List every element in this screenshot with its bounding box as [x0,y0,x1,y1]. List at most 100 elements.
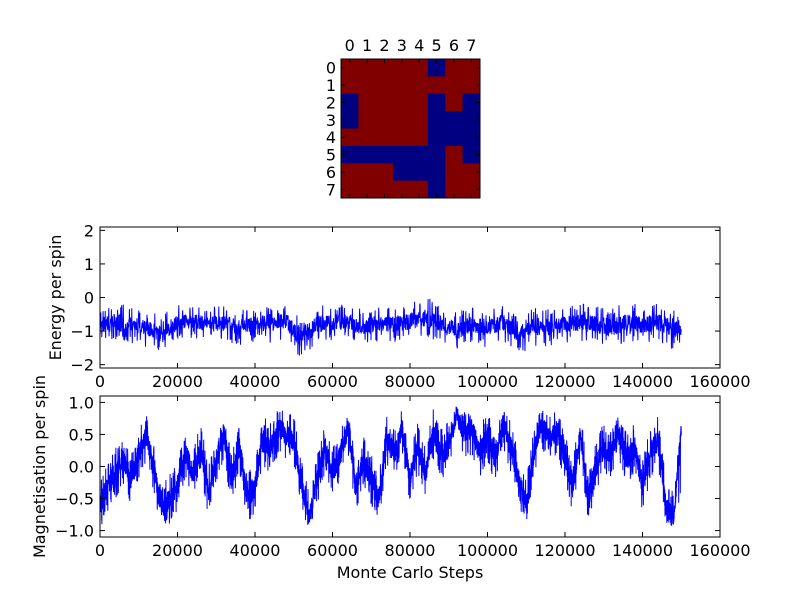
lattice-cell [375,128,394,147]
lattice-cell [445,163,464,182]
y-tick-label: 0 [84,289,94,308]
x-tick-label: 100000 [457,541,518,560]
lattice-cell [445,145,464,164]
lattice-cell [427,93,446,112]
x-tick-label: 80000 [385,372,436,391]
lattice-cell [462,59,481,77]
lattice-cell [393,180,411,199]
lattice-cell [341,145,359,164]
lattice-cell [427,180,446,199]
x-tick-label: 60000 [307,372,358,391]
lattice-cell [462,180,481,199]
lattice-cell [427,111,446,129]
x-tick-label: 40000 [230,372,281,391]
lattice-cell [375,180,394,199]
heatmap-x-tick-label: 3 [397,36,407,55]
lattice-cell [358,128,377,147]
y-tick-label: −0.5 [55,490,94,509]
lattice-cell [427,145,446,164]
lattice-cell [445,180,464,199]
series-line [100,298,682,356]
lattice-cell [358,59,377,77]
y-tick-label: 0.0 [69,458,94,477]
lattice-cell [358,145,377,164]
lattice-cell [427,128,446,147]
magnetisation-plot: 0 20000 40000 60000 80000 100000 120000 140000 1… [30,375,751,582]
heatmap-y-tick-label: 3 [326,111,336,130]
lattice-cell [341,111,359,129]
x-tick-label: 20000 [152,541,203,560]
lattice-cell [393,111,411,129]
series-line [100,406,682,528]
y-tick-label: −2 [70,356,94,375]
x-tick-label: 120000 [534,541,595,560]
lattice-cell [445,93,464,112]
y-tick-label: 0.5 [69,425,94,444]
x-tick-label: 160000 [689,372,750,391]
lattice-cell [375,111,394,129]
lattice-cell [393,93,411,112]
lattice-cell [375,145,394,164]
heatmap-x-tick-label: 1 [362,36,372,55]
lattice-cell [341,163,359,182]
heatmap-x-tick-label: 0 [345,36,355,55]
lattice-cell [410,145,429,164]
lattice-cell [427,59,446,77]
x-tick-label: 160000 [689,541,750,560]
x-tick-label: 60000 [307,541,358,560]
heatmap-y-tick-label: 1 [326,76,336,95]
y-tick-label: −1 [70,322,94,341]
heatmap-y-tick-label: 7 [326,180,336,199]
heatmap-y-tick-label: 6 [326,163,336,182]
x-tick-label: 80000 [385,541,436,560]
heatmap-y-tick-label: 0 [326,59,336,78]
lattice-cell [393,76,411,95]
x-tick-label: 0 [95,541,105,560]
heatmap-y-tick-label: 4 [326,128,336,147]
lattice-cell [358,163,377,182]
lattice-cell [462,111,481,129]
x-tick-label: 140000 [612,372,673,391]
x-tick-label: 120000 [534,372,595,391]
lattice-cell [410,59,429,77]
lattice-cell [393,128,411,147]
energy-plot: 0 20000 40000 60000 80000 100000 120000 140000 1… [46,221,751,391]
lattice-cell [410,180,429,199]
lattice-cell [462,145,481,164]
x-tick-label: 140000 [612,541,673,560]
lattice-cell [358,180,377,199]
plot-frame [99,226,721,369]
x-tick-label: 100000 [457,372,518,391]
heatmap-x-tick-label: 6 [449,36,459,55]
lattice-cell [410,128,429,147]
lattice-cell [410,163,429,182]
y-axis-label: Magnetisation per spin [30,375,49,558]
lattice-cell [341,128,359,147]
lattice-cell [462,163,481,182]
lattice-cell [341,76,359,95]
y-tick-label: 1 [84,255,94,274]
lattice-cell [462,93,481,112]
x-tick-label: 40000 [230,541,281,560]
y-tick-label: 1.0 [69,393,94,412]
lattice-cell [445,76,464,95]
lattice-cell [358,111,377,129]
heatmap-x-tick-label: 7 [466,36,476,55]
lattice-cell [375,59,394,77]
lattice-cell [393,59,411,77]
heatmap-x-tick-label: 4 [414,36,424,55]
heatmap-y-tick-label: 5 [326,146,336,165]
lattice-cell [445,59,464,77]
lattice-cell [462,76,481,95]
lattice-cell [375,76,394,95]
lattice-cell [462,128,481,147]
lattice-cell [393,163,411,182]
y-axis-label: Energy per spin [46,235,65,361]
lattice-cell [445,128,464,147]
y-tick-label: −1.0 [55,522,94,541]
x-tick-label: 20000 [152,372,203,391]
heatmap-y-tick-label: 2 [326,93,336,112]
lattice-cell [375,163,394,182]
